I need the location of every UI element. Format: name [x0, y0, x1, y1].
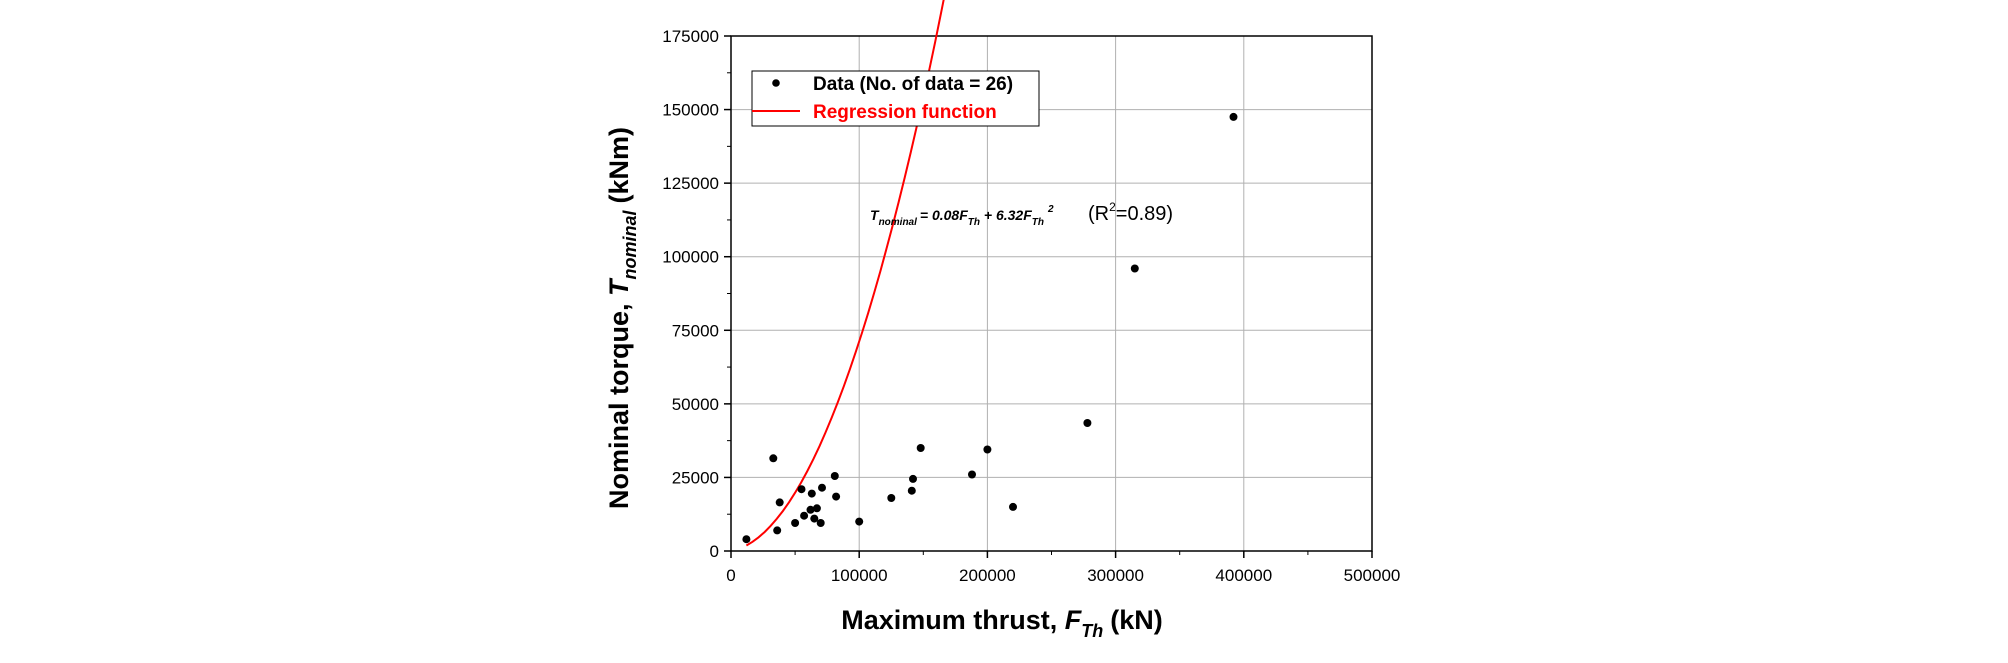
data-point [968, 470, 976, 479]
y-axis-var: T [604, 277, 634, 296]
equation-text: Tnominal = 0.08FTh + 6.32FTh2 [870, 204, 1054, 228]
y-axis-unit: (kNm) [604, 127, 634, 204]
data-point [818, 483, 826, 492]
y-axis-var-sub: nominal [620, 209, 640, 279]
eq-rhs-b-exp: 2 [1047, 204, 1054, 215]
y-axis-title-text: Nominal torque, [604, 304, 634, 510]
data-point [907, 486, 916, 495]
data-point [1229, 112, 1238, 121]
data-point [1083, 419, 1092, 427]
x-axis-var: F [1065, 605, 1083, 635]
y-tick-label: 0 [710, 542, 719, 561]
x-axis-title-text: Maximum thrust, [841, 605, 1057, 635]
eq-lhs-sub: nominal [879, 217, 918, 228]
y-axis-title: Nominal torque, Tnominal (kNm) [604, 127, 640, 509]
r2-exp: 2 [1109, 200, 1116, 214]
axis-ticks [724, 35, 1373, 558]
r2-open: (R [1088, 203, 1109, 225]
data-point [797, 485, 806, 494]
data-point [1130, 264, 1139, 273]
eq-rhs-a: = 0.08F [920, 207, 968, 223]
data-point [806, 505, 815, 514]
y-tick-label: 75000 [672, 321, 719, 340]
data-points [742, 112, 1238, 544]
data-point [800, 511, 809, 520]
x-tick-label: 400000 [1215, 566, 1272, 585]
x-tick-label: 200000 [959, 566, 1016, 585]
y-tick-labels: 0 25000 50000 75000 100000 125000 150000 175000 [662, 27, 719, 561]
equation-annotation: Tnominal = 0.08FTh + 6.32FTh2 (R2=0.89) [870, 200, 1173, 228]
data-point [816, 519, 825, 527]
legend-data-label: Data (No. of data = 26) [813, 74, 1013, 95]
legend-data-marker [772, 79, 780, 87]
data-point [812, 504, 821, 513]
data-point [791, 519, 800, 527]
legend: Data (No. of data = 26) Regression funct… [751, 70, 1040, 127]
data-point [769, 454, 778, 463]
x-tick-label: 100000 [831, 566, 888, 585]
data-point [742, 535, 751, 544]
eq-rhs-b: + 6.32F [980, 207, 1032, 223]
data-point [830, 472, 839, 480]
r-squared-text: (R2=0.89) [1088, 200, 1173, 225]
y-tick-label: 175000 [662, 27, 719, 46]
legend-box [751, 70, 1040, 127]
eq-rhs-a-sub: Th [968, 217, 980, 228]
eq-rhs-b-sub: Th [1032, 217, 1044, 228]
data-point [916, 444, 925, 452]
data-point [773, 526, 782, 535]
eq-lhs: T [870, 207, 880, 223]
y-tick-label: 25000 [672, 468, 719, 487]
y-tick-label: 100000 [662, 248, 719, 267]
y-tick-label: 125000 [662, 174, 719, 193]
data-point [1009, 502, 1017, 511]
x-axis-title: Maximum thrust, FTh (kN) [841, 605, 1163, 641]
data-point [887, 494, 896, 502]
x-tick-label: 300000 [1087, 566, 1144, 585]
data-point [832, 492, 841, 501]
x-tick-label: 0 [726, 566, 735, 585]
y-tick-label: 150000 [662, 101, 719, 120]
data-point [983, 445, 992, 454]
x-axis-var-sub: Th [1081, 621, 1103, 641]
legend-fit-label: Regression function [813, 102, 997, 123]
data-point [810, 514, 819, 523]
data-point [775, 498, 784, 507]
data-point [807, 489, 816, 498]
data-point [855, 517, 864, 526]
x-tick-label: 500000 [1344, 566, 1401, 585]
x-axis-unit: (kN) [1110, 605, 1163, 635]
x-tick-labels: 0 100000 200000 300000 400000 500000 [726, 566, 1400, 585]
data-point [909, 474, 917, 483]
r2-close: =0.89) [1116, 203, 1173, 225]
y-tick-label: 50000 [672, 395, 719, 414]
regression-line [745, 0, 945, 547]
